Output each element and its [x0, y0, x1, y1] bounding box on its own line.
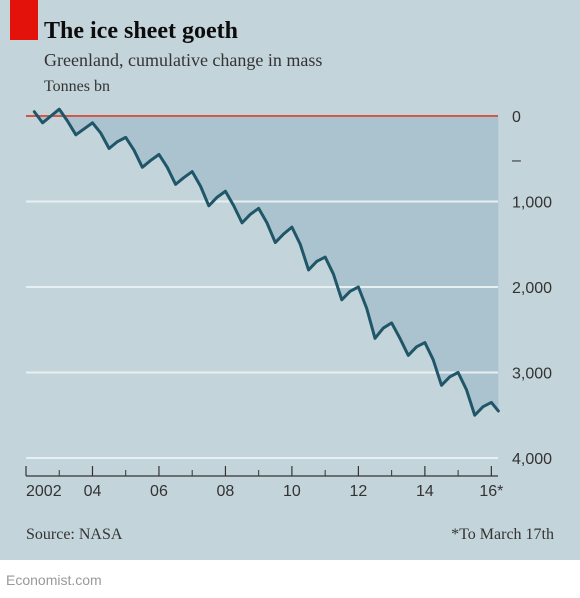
chart-source: Source: NASA [26, 526, 122, 544]
x-axis-label: 04 [84, 483, 102, 500]
chart-subtitle: Greenland, cumulative change in mass [44, 50, 322, 71]
y-axis-label: 3,000 [512, 366, 552, 383]
x-axis-label: 06 [150, 483, 168, 500]
y-axis-label: 1,000 [512, 195, 552, 212]
chart-unit: Tonnes bn [44, 78, 110, 96]
y-axis-label: 2,000 [512, 280, 552, 297]
x-axis-label: 14 [416, 483, 434, 500]
y-axis-label: 0 [512, 109, 521, 126]
x-axis-label: 2002 [26, 483, 62, 500]
x-axis-label: 08 [217, 483, 235, 500]
watermark: Economist.com [6, 572, 102, 588]
chart-panel: 0 – 1,000 2,000 3,000 4,000 2002 04 06 08 10 12 14 16… [0, 0, 580, 560]
y-axis-label: – [512, 152, 521, 169]
x-axis-label: 12 [349, 483, 367, 500]
x-axis-label: 16* [479, 483, 503, 500]
chart-footnote: *To March 17th [451, 526, 554, 544]
x-axis-label: 10 [283, 483, 301, 500]
chart-title: The ice sheet goeth [44, 18, 238, 45]
y-axis-label: 4,000 [512, 451, 552, 468]
economist-red-tab [10, 0, 38, 40]
